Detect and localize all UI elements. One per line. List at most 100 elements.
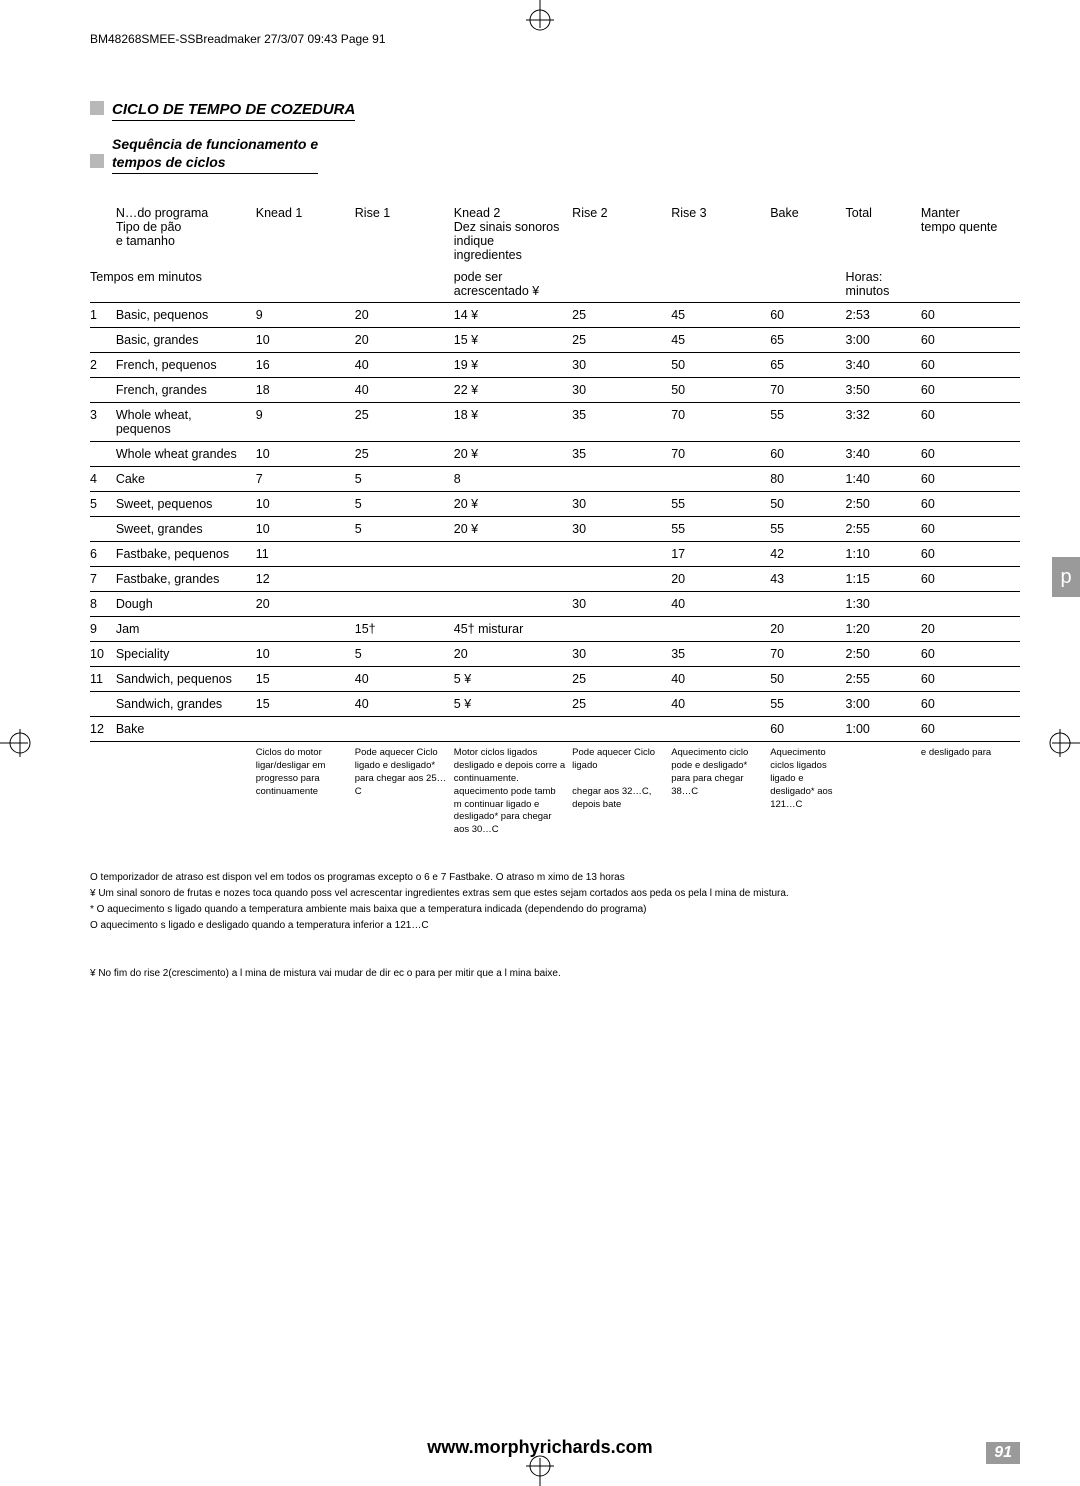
table-cell: 55: [671, 517, 770, 542]
table-cell: 25: [355, 442, 454, 467]
table-cell: 10: [256, 328, 355, 353]
table-cell: 60: [921, 717, 1020, 742]
table-cell: 10: [256, 517, 355, 542]
table-cell: 5: [90, 492, 116, 517]
table-row: 7Fastbake, grandes1220431:1560: [90, 567, 1020, 592]
table-cell: [355, 717, 454, 742]
table-cell: 1:10: [846, 542, 921, 567]
table-cell: Speciality: [116, 642, 256, 667]
table-cell: [671, 717, 770, 742]
table-cell: 25: [572, 328, 671, 353]
table-cell: 8: [454, 467, 572, 492]
table-cell: 60: [921, 667, 1020, 692]
table-cell: 1: [90, 303, 116, 328]
table-cell: 60: [921, 403, 1020, 442]
table-cell: 55: [671, 492, 770, 517]
table-cell: [90, 692, 116, 717]
table-row: French, grandes184022 ¥3050703:5060: [90, 378, 1020, 403]
table-row: 11Sandwich, pequenos15405 ¥2540502:5560: [90, 667, 1020, 692]
col-header-k1: Knead 1: [256, 202, 355, 266]
table-cell: 45† misturar: [454, 617, 572, 642]
subtitle-row: Sequência de funcionamento etempos de ci…: [90, 135, 1020, 202]
legend-cell: Motor ciclos ligados desligado e depois …: [454, 742, 572, 842]
legend-cell: Aquecimento ciclo pode e desligado* para…: [671, 742, 770, 842]
table-cell: [671, 467, 770, 492]
table-cell: Sandwich, grandes: [116, 692, 256, 717]
table-cell: 25: [572, 667, 671, 692]
table-cell: [90, 328, 116, 353]
table-cell: 60: [921, 492, 1020, 517]
table-cell: 10: [256, 642, 355, 667]
table-row: 3Whole wheat, pequenos92518 ¥3570553:326…: [90, 403, 1020, 442]
table-cell: [770, 592, 845, 617]
legend-cell: e desligado para: [921, 742, 1020, 842]
table-row: Basic, grandes102015 ¥2545653:0060: [90, 328, 1020, 353]
table-cell: Cake: [116, 467, 256, 492]
table-cell: 10: [256, 492, 355, 517]
col-header-tempos: Tempos em minutos: [90, 266, 256, 303]
table-cell: 5: [355, 642, 454, 667]
table-cell: [572, 567, 671, 592]
table-cell: 60: [770, 303, 845, 328]
table-cell: 40: [671, 692, 770, 717]
col-header: [90, 202, 116, 266]
table-cell: 3:40: [846, 353, 921, 378]
table-cell: [256, 617, 355, 642]
table-cell: 1:15: [846, 567, 921, 592]
table-cell: 3:00: [846, 692, 921, 717]
table-cell: Sweet, pequenos: [116, 492, 256, 517]
table-row: Sandwich, grandes15405 ¥2540553:0060: [90, 692, 1020, 717]
table-cell: 7: [90, 567, 116, 592]
table-cell: 65: [770, 328, 845, 353]
table-cell: Whole wheat grandes: [116, 442, 256, 467]
table-cell: Basic, grandes: [116, 328, 256, 353]
section-bullet: [90, 101, 104, 115]
table-cell: 60: [921, 328, 1020, 353]
table-cell: 50: [671, 378, 770, 403]
table-cell: [454, 542, 572, 567]
table-cell: 19 ¥: [454, 353, 572, 378]
table-cell: 11: [256, 542, 355, 567]
table-row: 4Cake758801:4060: [90, 467, 1020, 492]
table-cell: [671, 617, 770, 642]
table-cell: 60: [921, 517, 1020, 542]
table-cell: 22 ¥: [454, 378, 572, 403]
legend-row: Ciclos do motor ligar/desligar em progre…: [90, 742, 1020, 842]
table-cell: 3:32: [846, 403, 921, 442]
legend-cell: Aquecimento ciclos ligados ligado e desl…: [770, 742, 845, 842]
col-header-total: Total: [846, 202, 921, 266]
table-cell: 12: [90, 717, 116, 742]
table-cell: 40: [355, 378, 454, 403]
table-cell: 16: [256, 353, 355, 378]
table-cell: Basic, pequenos: [116, 303, 256, 328]
table-cell: 60: [921, 467, 1020, 492]
table-cell: Dough: [116, 592, 256, 617]
col-header-k2-line2: pode seracrescentado ¥: [454, 266, 572, 303]
table-cell: 11: [90, 667, 116, 692]
table-cell: 5: [355, 492, 454, 517]
table-row: 5Sweet, pequenos10520 ¥3055502:5060: [90, 492, 1020, 517]
table-cell: 70: [770, 642, 845, 667]
table-cell: 70: [770, 378, 845, 403]
table-cell: 40: [355, 353, 454, 378]
table-cell: French, grandes: [116, 378, 256, 403]
table-row: 2French, pequenos164019 ¥3050653:4060: [90, 353, 1020, 378]
table-row: 12Bake601:0060: [90, 717, 1020, 742]
table-cell: 17: [671, 542, 770, 567]
table-cell: French, pequenos: [116, 353, 256, 378]
table-cell: 35: [572, 442, 671, 467]
table-row: 9Jam15†45† misturar201:2020: [90, 617, 1020, 642]
table-cell: 10: [90, 642, 116, 667]
section-title-row: CICLO DE TEMPO DE COZEDURA: [90, 101, 1020, 135]
col-header-keep: Mantertempo quente: [921, 202, 1020, 266]
table-cell: 3:40: [846, 442, 921, 467]
legend-cell: Pode aquecer Ciclo ligado e desligado* p…: [355, 742, 454, 842]
table-row: Whole wheat grandes102520 ¥3570603:4060: [90, 442, 1020, 467]
table-cell: [572, 717, 671, 742]
table-cell: 80: [770, 467, 845, 492]
table-row: Sweet, grandes10520 ¥3055552:5560: [90, 517, 1020, 542]
table-cell: 18: [256, 378, 355, 403]
table-cell: 60: [921, 692, 1020, 717]
table-cell: 70: [671, 442, 770, 467]
table-cell: 12: [256, 567, 355, 592]
